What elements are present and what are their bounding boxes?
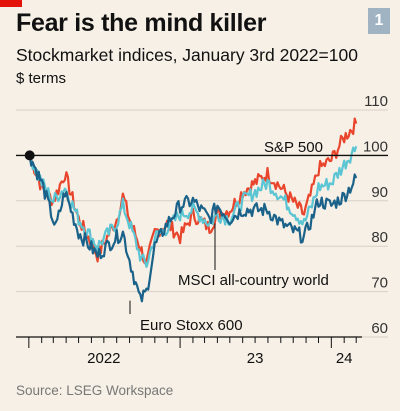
chart-subtitle: Stockmarket indices, January 3rd 2022=10…	[16, 45, 358, 65]
y-tick-label-110: 110	[364, 93, 388, 110]
y-axis-tick-labels: 60 70 80 90 100 110	[363, 93, 388, 337]
series-msci-line	[28, 145, 358, 268]
overlay-layer	[16, 150, 388, 161]
y-tick-label-70: 70	[371, 275, 388, 292]
x-tick-label-24: 24	[336, 350, 353, 367]
x-tick-label-23: 23	[247, 350, 264, 367]
start-point-marker	[24, 150, 35, 161]
brand-red-tag	[0, 0, 22, 7]
chart-title: Fear is the mind killer	[16, 9, 267, 37]
series-labels: S&P 500 MSCI all-country world Euro Stoxx …	[129, 139, 329, 334]
label-stoxx: Euro Stoxx 600	[140, 317, 243, 334]
x-axis: 2022 23 24	[16, 336, 362, 367]
x-tick-label-2022: 2022	[87, 350, 120, 367]
y-tick-label-90: 90	[371, 184, 388, 201]
label-sp500: S&P 500	[264, 139, 323, 156]
source-note: Source: LSEG Workspace	[16, 383, 174, 398]
y-tick-label-100: 100	[363, 138, 388, 155]
chart-number-badge: 1	[368, 8, 390, 34]
y-tick-label-80: 80	[371, 229, 388, 246]
label-msci: MSCI all-country world	[178, 272, 329, 289]
series-layer	[28, 117, 358, 303]
series-stoxx-line	[28, 155, 358, 303]
y-tick-label-60: 60	[371, 320, 388, 337]
unit-label: $ terms	[16, 70, 67, 87]
